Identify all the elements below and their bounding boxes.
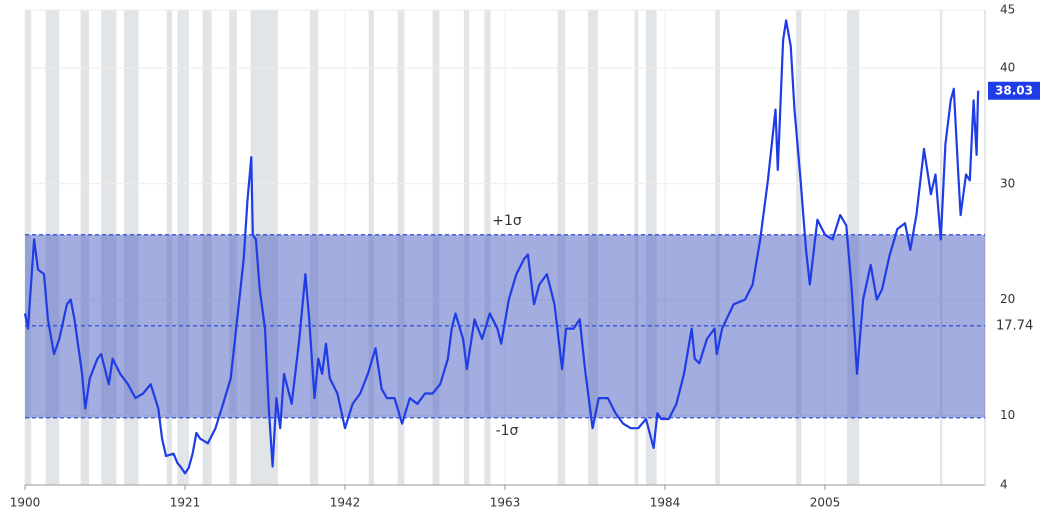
x-tick-label: 1921 <box>170 496 201 510</box>
mean-label: 17.74 <box>996 318 1033 333</box>
band-label: +1σ <box>492 213 522 229</box>
x-tick-label: 1900 <box>10 496 41 510</box>
current-value-badge <box>988 81 1040 100</box>
x-tick-label: 2005 <box>810 496 841 510</box>
y-tick-label: 10 <box>1000 408 1015 422</box>
label-layer: 4 10 20 30 40 45 1900 1921 1942 1963 1984 2005 +1σ -1… <box>10 3 1040 510</box>
x-tick-label: 1942 <box>330 496 361 510</box>
y-tick-label: 4 <box>1000 478 1008 492</box>
y-tick-label: 45 <box>1000 3 1015 17</box>
series-line <box>23 19 980 475</box>
line-layer <box>23 19 980 475</box>
band-label: -1σ <box>496 423 519 439</box>
y-tick-label: 30 <box>1000 176 1015 190</box>
x-tick-label: 1984 <box>650 496 681 510</box>
current-value-label: 38.03 <box>995 83 1033 97</box>
x-tick-label: 1963 <box>490 496 521 510</box>
y-tick-label: 20 <box>1000 292 1015 306</box>
y-tick-label: 40 <box>1000 60 1015 74</box>
